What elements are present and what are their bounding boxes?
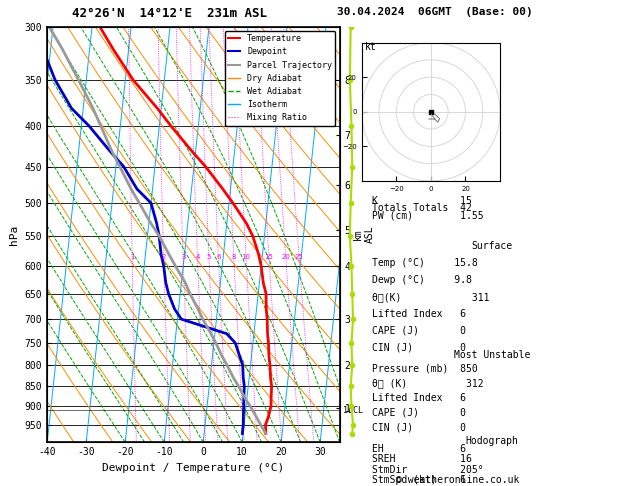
Text: CAPE (J)       0: CAPE (J) 0 bbox=[372, 326, 466, 336]
Text: 42°26'N  14°12'E  231m ASL: 42°26'N 14°12'E 231m ASL bbox=[72, 7, 267, 20]
Text: Lifted Index   6: Lifted Index 6 bbox=[372, 309, 466, 319]
Y-axis label: km
ASL: km ASL bbox=[353, 226, 375, 243]
Text: CIN (J)        0: CIN (J) 0 bbox=[372, 423, 466, 433]
Text: CAPE (J)       0: CAPE (J) 0 bbox=[372, 408, 466, 418]
Text: Totals Totals  42: Totals Totals 42 bbox=[372, 203, 472, 213]
Text: θᴄ (K)          312: θᴄ (K) 312 bbox=[372, 378, 484, 388]
Text: 6: 6 bbox=[216, 254, 221, 260]
Y-axis label: hPa: hPa bbox=[9, 225, 19, 244]
Text: 25: 25 bbox=[295, 254, 304, 260]
Text: Hodograph: Hodograph bbox=[465, 436, 519, 446]
Text: Temp (°C)     15.8: Temp (°C) 15.8 bbox=[372, 258, 478, 268]
Text: 3: 3 bbox=[181, 254, 186, 260]
Text: Most Unstable: Most Unstable bbox=[454, 350, 530, 360]
Text: Surface: Surface bbox=[472, 242, 513, 251]
Text: 5: 5 bbox=[207, 254, 211, 260]
Text: 1: 1 bbox=[130, 254, 135, 260]
Text: 30.04.2024  06GMT  (Base: 00): 30.04.2024 06GMT (Base: 00) bbox=[337, 7, 532, 17]
Text: PW (cm)        1.55: PW (cm) 1.55 bbox=[372, 210, 484, 221]
Text: kt: kt bbox=[365, 41, 377, 52]
Text: 15: 15 bbox=[265, 254, 274, 260]
Text: Pressure (mb)  850: Pressure (mb) 850 bbox=[372, 363, 478, 373]
Text: 20: 20 bbox=[282, 254, 291, 260]
Text: 4: 4 bbox=[196, 254, 200, 260]
Text: StmDir         205°: StmDir 205° bbox=[372, 465, 484, 474]
Text: 8: 8 bbox=[231, 254, 236, 260]
Text: CIN (J)        0: CIN (J) 0 bbox=[372, 343, 466, 352]
X-axis label: Dewpoint / Temperature (°C): Dewpoint / Temperature (°C) bbox=[103, 463, 284, 473]
Legend: Temperature, Dewpoint, Parcel Trajectory, Dry Adiabat, Wet Adiabat, Isotherm, Mi: Temperature, Dewpoint, Parcel Trajectory… bbox=[225, 31, 335, 125]
Text: © weatheronline.co.uk: © weatheronline.co.uk bbox=[396, 475, 520, 485]
Text: 10: 10 bbox=[242, 254, 250, 260]
Text: K              15: K 15 bbox=[372, 196, 472, 206]
Text: θᴄ(K)            311: θᴄ(K) 311 bbox=[372, 292, 489, 302]
Text: SREH           16: SREH 16 bbox=[372, 454, 472, 464]
Text: Lifted Index   6: Lifted Index 6 bbox=[372, 393, 466, 403]
Text: EH             6: EH 6 bbox=[372, 444, 466, 454]
Text: 2: 2 bbox=[162, 254, 166, 260]
Text: 1LCL: 1LCL bbox=[343, 406, 362, 415]
Text: StmSpd (kt)    6: StmSpd (kt) 6 bbox=[372, 475, 466, 485]
Text: Dewp (°C)     9.8: Dewp (°C) 9.8 bbox=[372, 275, 472, 285]
